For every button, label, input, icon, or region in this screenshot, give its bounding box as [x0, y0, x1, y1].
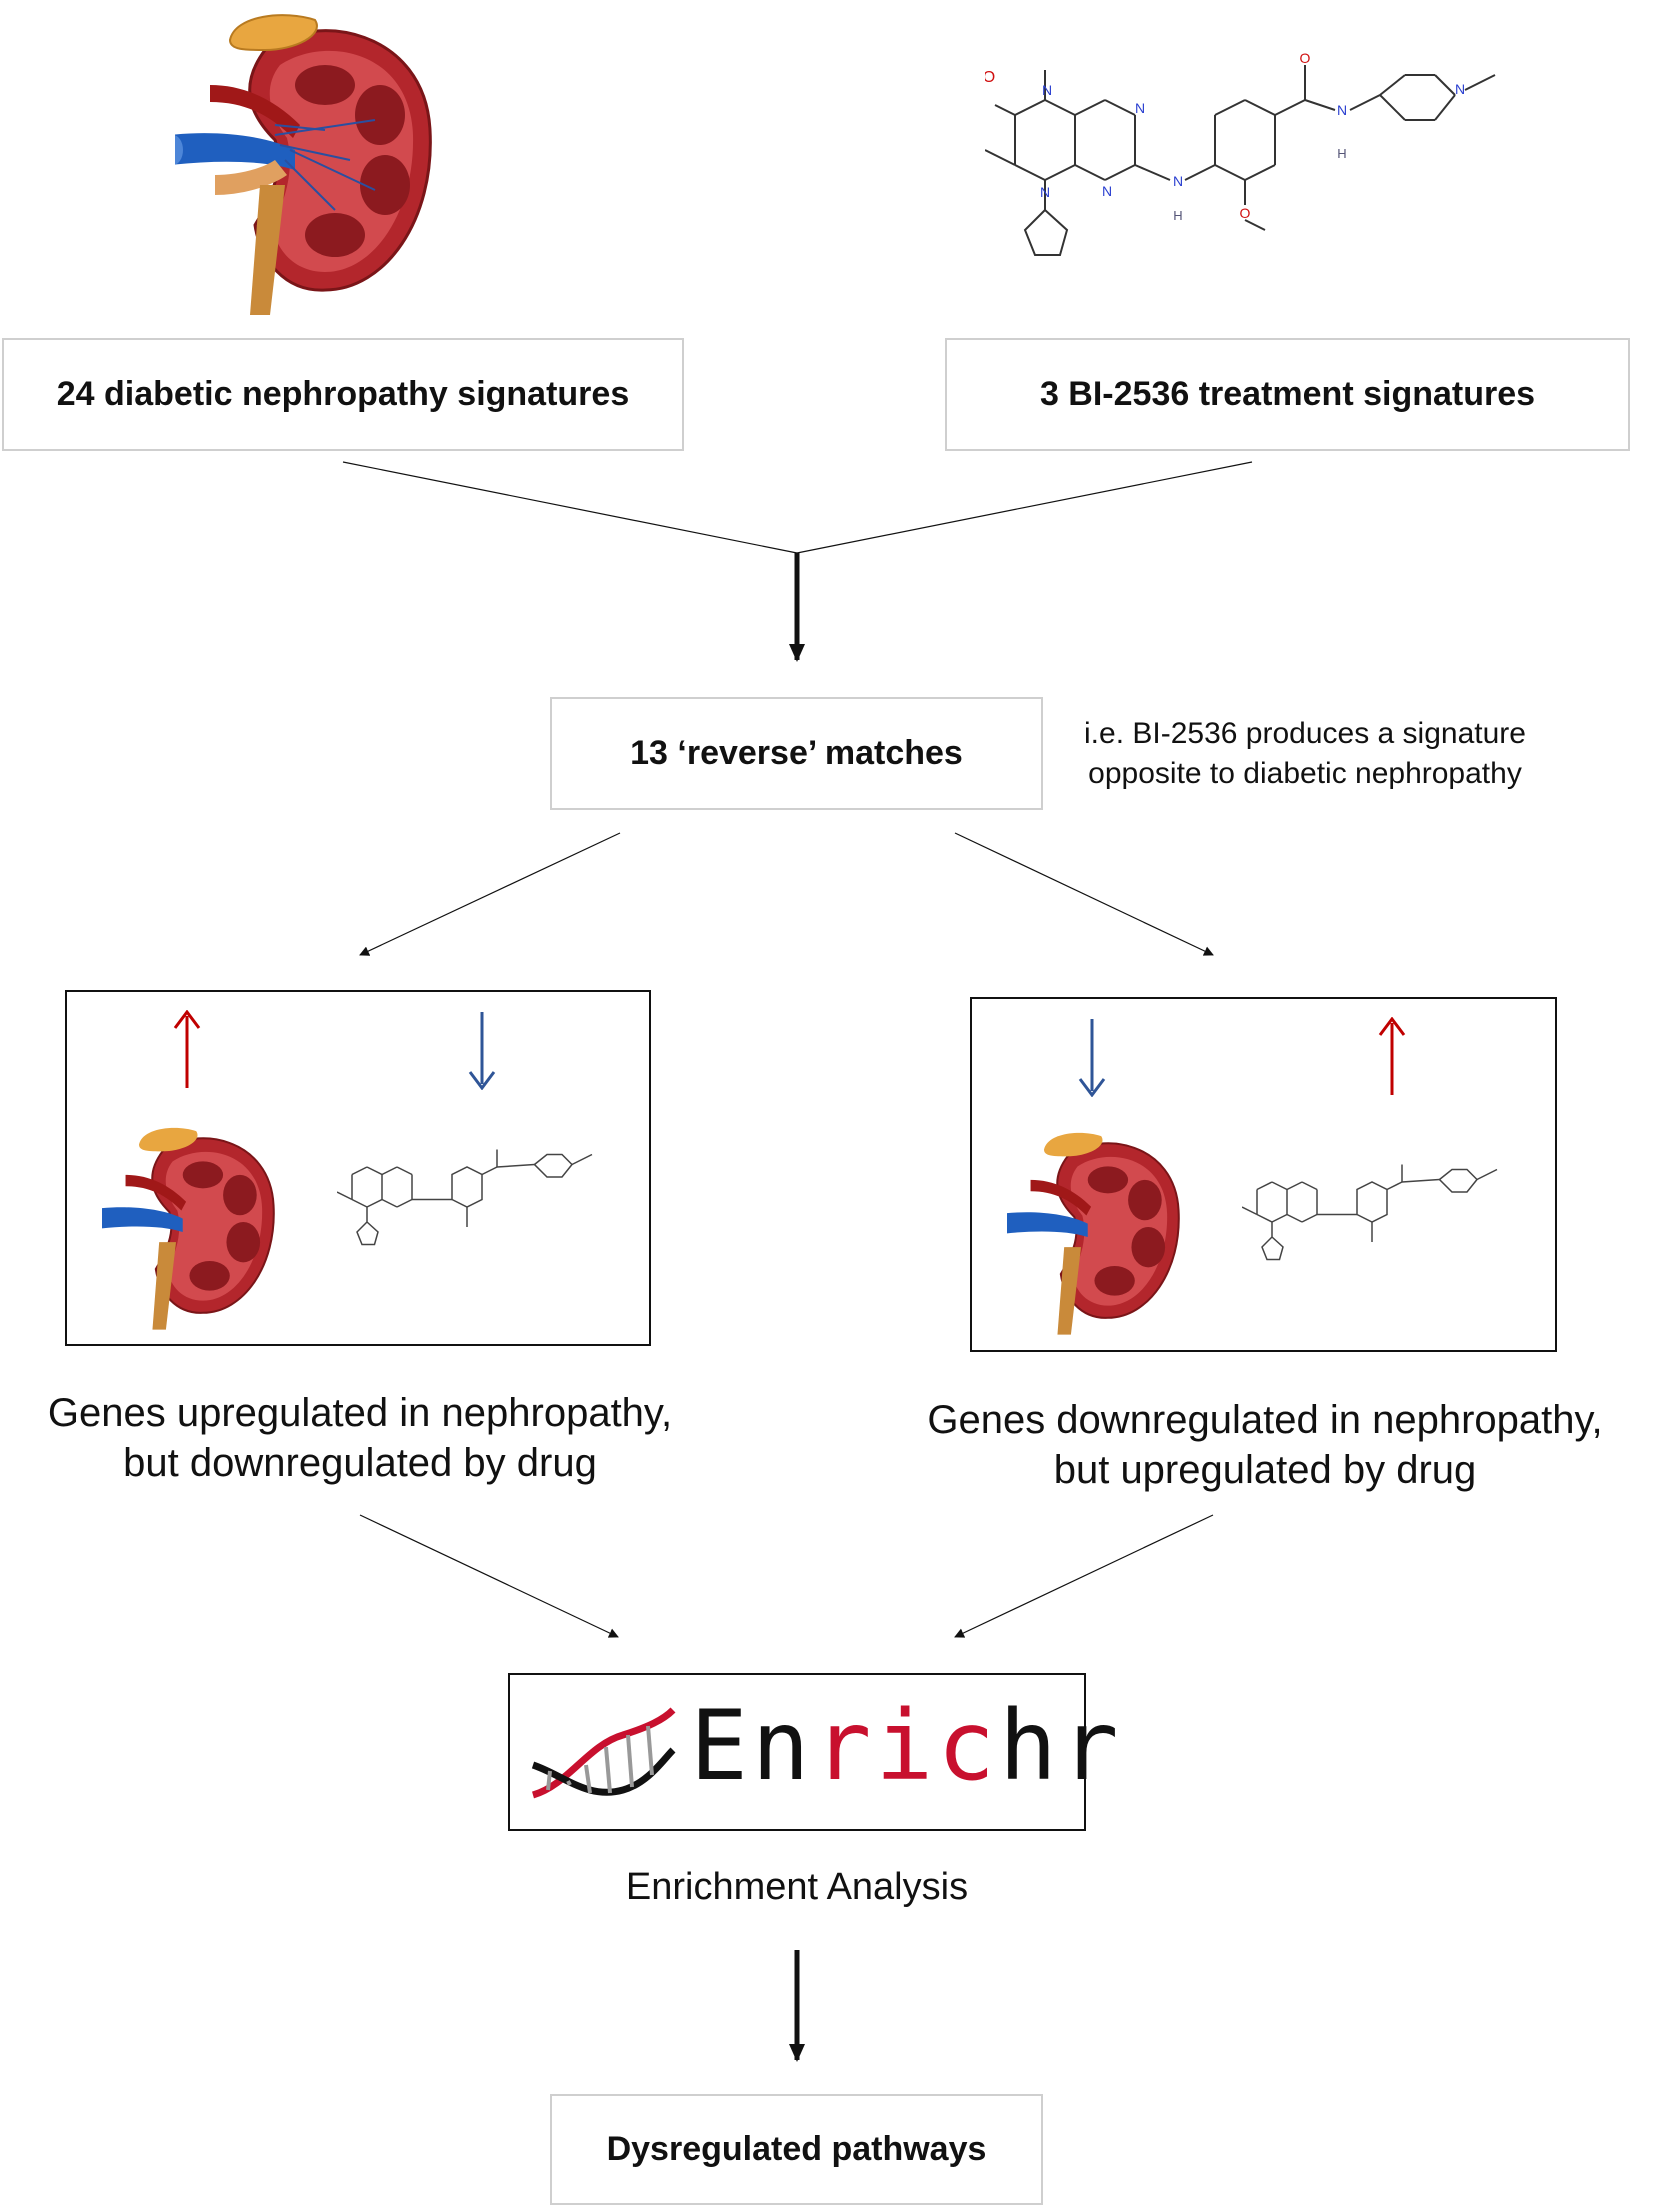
arrow-to-right-box — [954, 832, 1214, 956]
molecule-structure-top: N O N N N N H O O N H N — [985, 50, 1496, 256]
note-line: opposite to diabetic nephropathy — [1088, 757, 1522, 790]
reverse-matches-box: 13 ‘reverse’ matches — [550, 697, 1043, 810]
logo-letter: i — [875, 1690, 938, 1802]
upregulated-caption: Genes upregulated in nephropathy, but do… — [0, 1388, 720, 1488]
enrichr-logo-text: Enrichr — [690, 1690, 1123, 1802]
caption-line: but upregulated by drug — [1053, 1448, 1477, 1492]
logo-letter: E — [690, 1690, 752, 1802]
atom-label: N — [1337, 102, 1347, 118]
downregulated-disease-panel — [970, 997, 1557, 1352]
atom-label: N — [1455, 81, 1465, 97]
dna-helix-icon — [531, 1707, 676, 1799]
atom-label: H — [1173, 208, 1182, 223]
atom-label: H — [1337, 146, 1346, 161]
kidney-icon — [102, 1127, 275, 1330]
logo-letter: c — [937, 1690, 999, 1802]
diabetic-nephropathy-signatures-box: 24 diabetic nephropathy signatures — [2, 338, 684, 451]
atom-label: N — [1102, 183, 1112, 199]
box-label: Dysregulated pathways — [606, 2130, 987, 2168]
enrichment-analysis-label: Enrichment Analysis — [625, 1866, 969, 1908]
atom-label: N — [1042, 82, 1052, 98]
reverse-matches-note: i.e. BI-2536 produces a signature opposi… — [1080, 714, 1530, 794]
atom-label: O — [1300, 50, 1311, 66]
molecule-icon — [1242, 1164, 1498, 1261]
atom-label: O — [1240, 205, 1251, 221]
logo-letter: h — [998, 1690, 1061, 1802]
arrow-right-to-enrichr — [954, 1514, 1214, 1638]
logo-letter: n — [751, 1690, 814, 1802]
dysregulated-pathways-box: Dysregulated pathways — [550, 2094, 1043, 2205]
caption-line: Genes downregulated in nephropathy, — [927, 1398, 1603, 1442]
caption-line: Genes upregulated in nephropathy, — [47, 1391, 673, 1435]
arrow-down-icon — [468, 1012, 496, 1090]
bi2536-treatment-signatures-box: 3 BI-2536 treatment signatures — [945, 338, 1630, 451]
arrow-left-to-enrichr — [359, 1514, 619, 1638]
atom-label: O — [985, 69, 995, 86]
downregulated-caption: Genes downregulated in nephropathy, but … — [900, 1395, 1630, 1495]
caption-line: but downregulated by drug — [123, 1441, 597, 1485]
kidney-illustration-top — [175, 14, 432, 315]
note-line: i.e. BI-2536 produces a signature — [1084, 717, 1526, 750]
arrow-to-left-box — [359, 832, 621, 956]
enrichr-logo-box: Enrichr — [508, 1673, 1119, 1831]
connector-left-top — [342, 461, 798, 554]
atom-label: N — [1040, 184, 1050, 200]
arrow-up-icon — [173, 1010, 201, 1088]
atom-label: N — [1135, 100, 1145, 116]
molecule-icon — [337, 1149, 593, 1246]
connector-right-top — [796, 461, 1253, 554]
logo-letter: r — [813, 1690, 876, 1802]
arrow-down-icon — [1078, 1019, 1106, 1097]
logo-letter: r — [1060, 1690, 1123, 1802]
kidney-icon — [1007, 1132, 1180, 1335]
box-label: 3 BI-2536 treatment signatures — [1039, 375, 1536, 413]
arrow-up-icon — [1378, 1017, 1406, 1095]
box-label: 13 ‘reverse’ matches — [630, 734, 963, 772]
upregulated-disease-panel — [65, 990, 651, 1346]
atom-label: N — [1173, 173, 1183, 189]
box-label: 24 diabetic nephropathy signatures — [56, 375, 630, 413]
